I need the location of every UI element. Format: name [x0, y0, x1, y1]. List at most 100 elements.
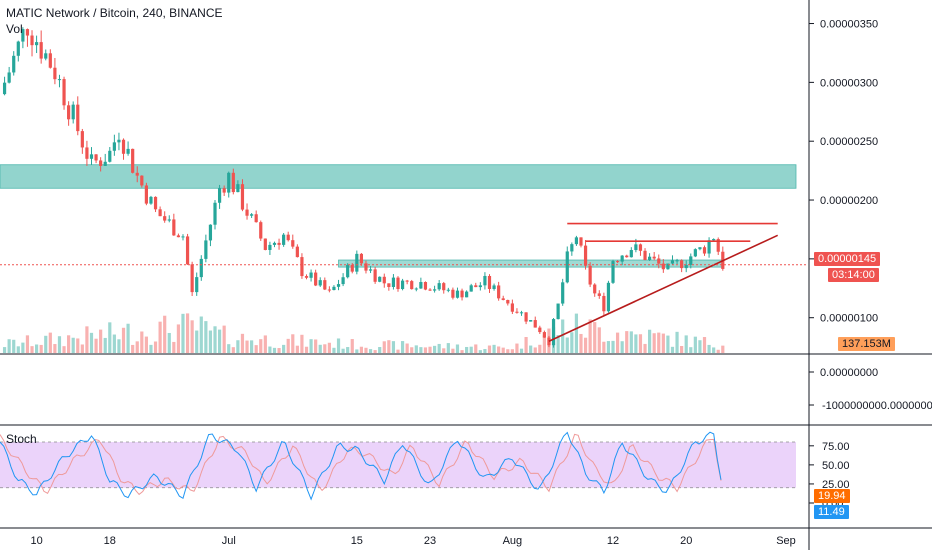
- volume-bar: [529, 345, 533, 353]
- volume-bar: [71, 337, 75, 353]
- time-tick-label: Aug: [503, 535, 523, 547]
- candle-body: [144, 185, 148, 204]
- volume-bar: [2, 347, 7, 353]
- candle-body: [304, 276, 309, 278]
- volume-bar: [135, 341, 139, 353]
- candle-body: [400, 280, 405, 290]
- volume-bar: [652, 333, 656, 353]
- volume-bar: [414, 345, 418, 353]
- candle-body: [387, 283, 391, 287]
- volume-bar: [666, 335, 670, 353]
- volume-bar: [48, 332, 52, 353]
- volume-bar: [680, 345, 684, 353]
- candle-body: [131, 148, 135, 173]
- candle-body: [661, 263, 665, 270]
- candle-body: [579, 237, 583, 246]
- volume-bar: [94, 338, 98, 353]
- candle-body: [355, 253, 359, 272]
- volume-bar: [208, 330, 213, 353]
- volume-bar: [400, 341, 405, 353]
- middle-tick-label: -1000000000.00000000: [822, 400, 932, 412]
- chart-title: MATIC Network / Bitcoin, 240, BINANCE: [6, 6, 223, 20]
- candle-body: [469, 285, 473, 292]
- candle-body: [272, 242, 277, 245]
- candle-body: [497, 285, 501, 299]
- candle-body: [556, 303, 560, 320]
- volume-bar: [30, 346, 34, 353]
- candle-body: [634, 244, 638, 251]
- volume-bar: [615, 332, 620, 353]
- candle-body: [606, 282, 611, 312]
- volume-bar: [254, 345, 258, 353]
- candle-body: [625, 255, 629, 258]
- candle-body: [346, 264, 350, 278]
- candle-body: [506, 300, 510, 304]
- volume-bar: [634, 334, 638, 353]
- candle-body: [39, 42, 43, 59]
- candle-body: [716, 239, 720, 252]
- candle-body: [341, 277, 345, 285]
- volume-bar: [570, 332, 574, 353]
- volume-bar: [57, 336, 62, 353]
- candle-body: [432, 289, 437, 291]
- candle-body: [405, 280, 409, 282]
- volume-bar: [318, 344, 322, 353]
- volume-bar: [181, 313, 185, 353]
- candle-body: [236, 184, 240, 193]
- volume-bar: [689, 347, 693, 353]
- volume-bar: [721, 345, 725, 353]
- volume-bar: [199, 316, 203, 353]
- volume-bar: [131, 344, 135, 353]
- volume-bar: [167, 332, 171, 353]
- time-tick-label: 10: [30, 535, 42, 547]
- volume-bar: [533, 347, 537, 353]
- volume-bar: [62, 346, 66, 353]
- candle-body: [282, 234, 286, 245]
- candle-body: [565, 251, 569, 283]
- candle-body: [455, 290, 460, 298]
- volume-bar: [597, 327, 601, 353]
- candle-body: [451, 289, 455, 298]
- volume-bar: [538, 344, 542, 353]
- volume-bar: [698, 340, 702, 353]
- candle-body: [163, 216, 167, 221]
- volume-bar: [693, 336, 697, 353]
- volume-bar: [382, 341, 386, 353]
- volume-bar: [465, 346, 469, 353]
- zones-group: [0, 164, 797, 268]
- stoch-d-tag: 11.49: [814, 505, 849, 519]
- candle-body: [76, 104, 80, 132]
- candle-body: [199, 258, 203, 278]
- candle-body: [158, 209, 162, 217]
- volume-bar: [163, 315, 167, 353]
- volume-bar: [85, 326, 89, 353]
- candle-body: [126, 148, 130, 154]
- candle-body: [446, 289, 450, 291]
- volume-bar: [172, 341, 176, 353]
- volume-bar: [291, 334, 295, 353]
- candle-body: [501, 298, 505, 301]
- stoch-d-line: [0, 433, 722, 496]
- volume-bar: [204, 321, 208, 353]
- candle-body: [112, 142, 116, 151]
- candle-body: [48, 53, 52, 68]
- volume-bar: [519, 348, 524, 353]
- candle-body: [250, 214, 254, 216]
- volume-bar: [487, 345, 492, 353]
- zone-rect: [338, 259, 724, 268]
- candle-body: [254, 214, 258, 223]
- volume-bar: [89, 332, 94, 353]
- zone-rect: [0, 164, 797, 189]
- drawings-group: [0, 222, 808, 342]
- volume-bar: [158, 321, 162, 353]
- candle-body: [615, 261, 620, 263]
- candle-body: [16, 41, 20, 56]
- volume-bar: [629, 331, 633, 353]
- volume-bar: [455, 344, 460, 353]
- volume-bar: [391, 341, 396, 353]
- volume-bar: [126, 323, 130, 353]
- volume-bar: [309, 339, 313, 353]
- volume-bar: [419, 347, 423, 353]
- candle-body: [593, 284, 597, 294]
